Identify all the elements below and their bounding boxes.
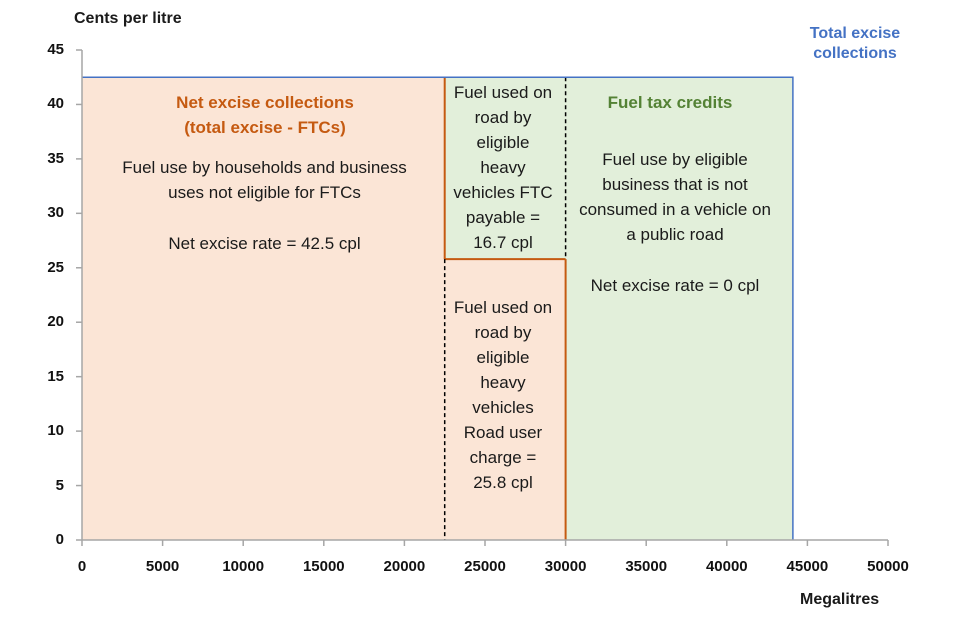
block-heavy-ftc [444, 77, 566, 260]
block-net [82, 77, 445, 540]
label-ftc-title: Fuel tax credits [607, 93, 733, 112]
y-tick-label: 45 [47, 41, 64, 58]
label-ftc-body: Fuel use by eligible business that is no… [579, 150, 771, 244]
x-tick-label: 45000 [786, 558, 829, 575]
x-axis-label: Megalitres [800, 591, 880, 608]
y-tick-label: 25 [47, 258, 64, 276]
y-tick-label: 15 [47, 367, 64, 385]
block-offroad [565, 77, 793, 540]
x-tick-label: 0 [77, 558, 87, 575]
total-outline [82, 76, 794, 540]
y-tick-label: 35 [47, 149, 64, 167]
label-net-body: Fuel use by households and business uses… [122, 158, 407, 202]
x-tick-label: 50000 [867, 558, 909, 575]
x-tick-label: 25000 [464, 558, 506, 575]
y-axis-label: Cents per litre [74, 10, 182, 27]
y-tick-label: 10 [47, 422, 64, 440]
y-tick-label: 0 [55, 531, 64, 548]
x-tick-label: 30000 [544, 558, 587, 575]
y-tick-label: 30 [47, 204, 64, 222]
x-tick-label: 40000 [705, 558, 748, 575]
block-heavy-ruc [444, 259, 566, 540]
y-tick-label: 40 [47, 95, 64, 113]
x-tick-label: 10000 [222, 558, 265, 575]
x-tick-label: 15000 [302, 558, 345, 575]
x-tick-label: 20000 [383, 558, 426, 575]
y-tick-label: 5 [55, 476, 64, 494]
x-tick-label: 35000 [625, 558, 668, 575]
label-heavy-ftc: Fuel used on road by eligible heavy vehi… [453, 83, 553, 252]
label-total-excise: Total excise collections [809, 25, 901, 62]
label-net-title: Net excise collections (total excise - F… [176, 93, 354, 137]
label-ftc-rate: Net excise rate = 0 cpl [590, 276, 760, 295]
label-net-rate: Net excise rate = 42.5 cpl [168, 234, 361, 253]
y-tick-label: 20 [47, 313, 64, 331]
label-heavy-ruc: Fuel used on road by eligible heavy vehi… [453, 298, 553, 492]
x-tick-label: 5000 [145, 558, 180, 575]
